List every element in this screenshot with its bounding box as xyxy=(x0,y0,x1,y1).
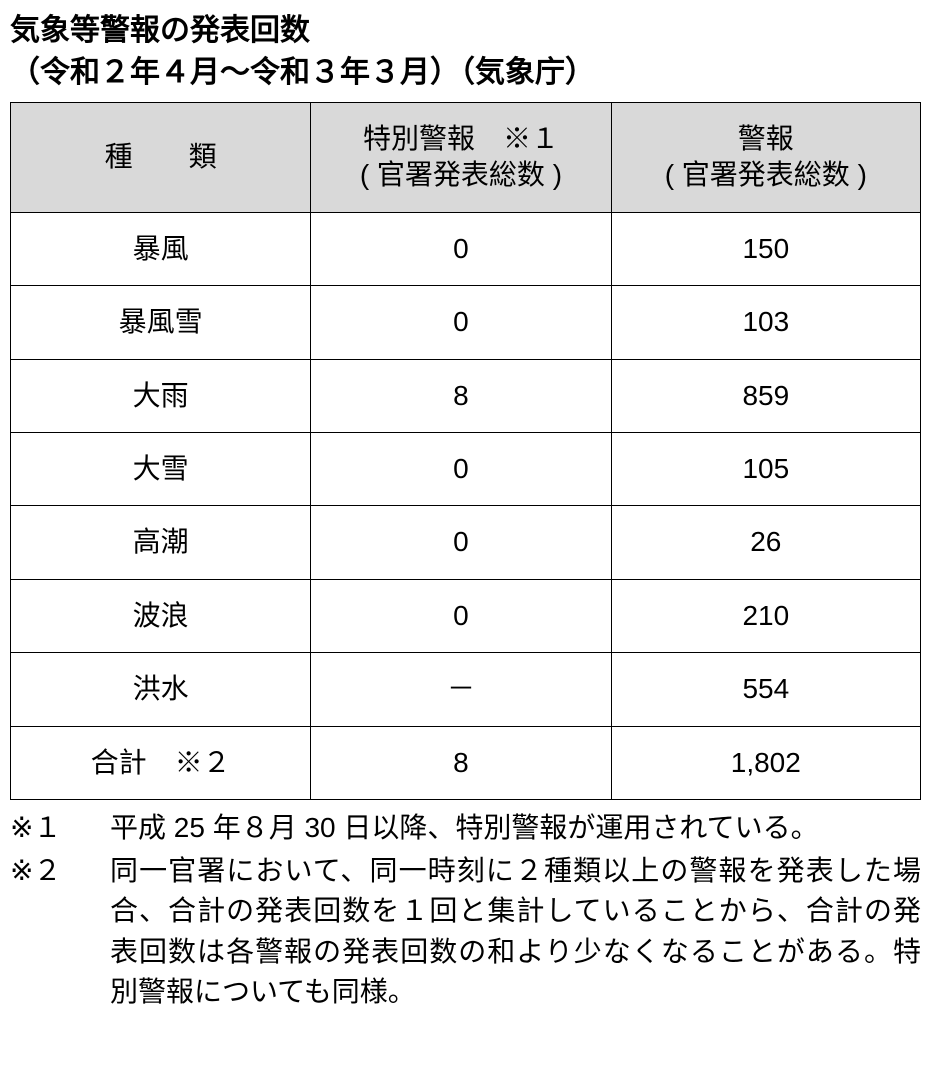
footnote-2-text: 同一官署において、同一時刻に２種類以上の警報を発表した場合、合計の発表回数を１回… xyxy=(110,851,921,1013)
cell-warning: 26 xyxy=(611,506,920,579)
cell-warning: 150 xyxy=(611,212,920,285)
cell-type: 大雨 xyxy=(11,359,311,432)
cell-warning: 859 xyxy=(611,359,920,432)
cell-warning: 1,802 xyxy=(611,726,920,799)
table-row: 大雪 0 105 xyxy=(11,432,921,505)
cell-special: 0 xyxy=(311,212,611,285)
table-header-row: 種 類 特別警報 ※１ ( 官署発表総数 ) 警報 ( 官署発表総数 ) xyxy=(11,103,921,213)
cell-type: 大雪 xyxy=(11,432,311,505)
table-row: 高潮 0 26 xyxy=(11,506,921,579)
table-row: 洪水 － 554 xyxy=(11,653,921,726)
cell-type: 洪水 xyxy=(11,653,311,726)
cell-type: 波浪 xyxy=(11,579,311,652)
header-type: 種 類 xyxy=(11,103,311,213)
footnote-1: ※１ 平成 25 年８月 30 日以降、特別警報が運用されている。 xyxy=(10,808,921,849)
cell-type: 合計 ※２ xyxy=(11,726,311,799)
footnotes: ※１ 平成 25 年８月 30 日以降、特別警報が運用されている。 ※２ 同一官… xyxy=(10,808,921,1013)
cell-special: 8 xyxy=(311,726,611,799)
cell-special: 0 xyxy=(311,506,611,579)
table-row: 波浪 0 210 xyxy=(11,579,921,652)
cell-type: 暴風雪 xyxy=(11,286,311,359)
cell-special: 0 xyxy=(311,432,611,505)
warnings-table: 種 類 特別警報 ※１ ( 官署発表総数 ) 警報 ( 官署発表総数 ) 暴風 … xyxy=(10,102,921,800)
footnote-2: ※２ 同一官署において、同一時刻に２種類以上の警報を発表した場合、合計の発表回数… xyxy=(10,851,921,1013)
cell-warning: 554 xyxy=(611,653,920,726)
cell-special: 0 xyxy=(311,579,611,652)
header-warning: 警報 ( 官署発表総数 ) xyxy=(611,103,920,213)
header-special-line1: 特別警報 ※１ xyxy=(363,123,559,154)
cell-type: 暴風 xyxy=(11,212,311,285)
header-warning-line2: ( 官署発表総数 ) xyxy=(665,159,867,190)
cell-type: 高潮 xyxy=(11,506,311,579)
cell-warning: 210 xyxy=(611,579,920,652)
footnote-1-marker: ※１ xyxy=(10,808,110,849)
table-row: 暴風雪 0 103 xyxy=(11,286,921,359)
table-body: 暴風 0 150 暴風雪 0 103 大雨 8 859 大雪 0 105 高潮 … xyxy=(11,212,921,799)
header-warning-line1: 警報 xyxy=(738,123,794,154)
header-special-line2: ( 官署発表総数 ) xyxy=(360,159,562,190)
page-title: 気象等警報の発表回数 （令和２年４月～令和３年３月）（気象庁） xyxy=(10,10,921,94)
header-type-label: 種 類 xyxy=(105,141,217,172)
cell-warning: 103 xyxy=(611,286,920,359)
table-row: 大雨 8 859 xyxy=(11,359,921,432)
cell-special: － xyxy=(311,653,611,726)
table-row: 合計 ※２ 8 1,802 xyxy=(11,726,921,799)
header-special: 特別警報 ※１ ( 官署発表総数 ) xyxy=(311,103,611,213)
cell-warning: 105 xyxy=(611,432,920,505)
title-line-2: （令和２年４月～令和３年３月）（気象庁） xyxy=(10,56,595,89)
title-line-1: 気象等警報の発表回数 xyxy=(10,14,310,47)
table-row: 暴風 0 150 xyxy=(11,212,921,285)
cell-special: 0 xyxy=(311,286,611,359)
footnote-2-marker: ※２ xyxy=(10,851,110,1013)
cell-special: 8 xyxy=(311,359,611,432)
footnote-1-text: 平成 25 年８月 30 日以降、特別警報が運用されている。 xyxy=(110,808,921,849)
